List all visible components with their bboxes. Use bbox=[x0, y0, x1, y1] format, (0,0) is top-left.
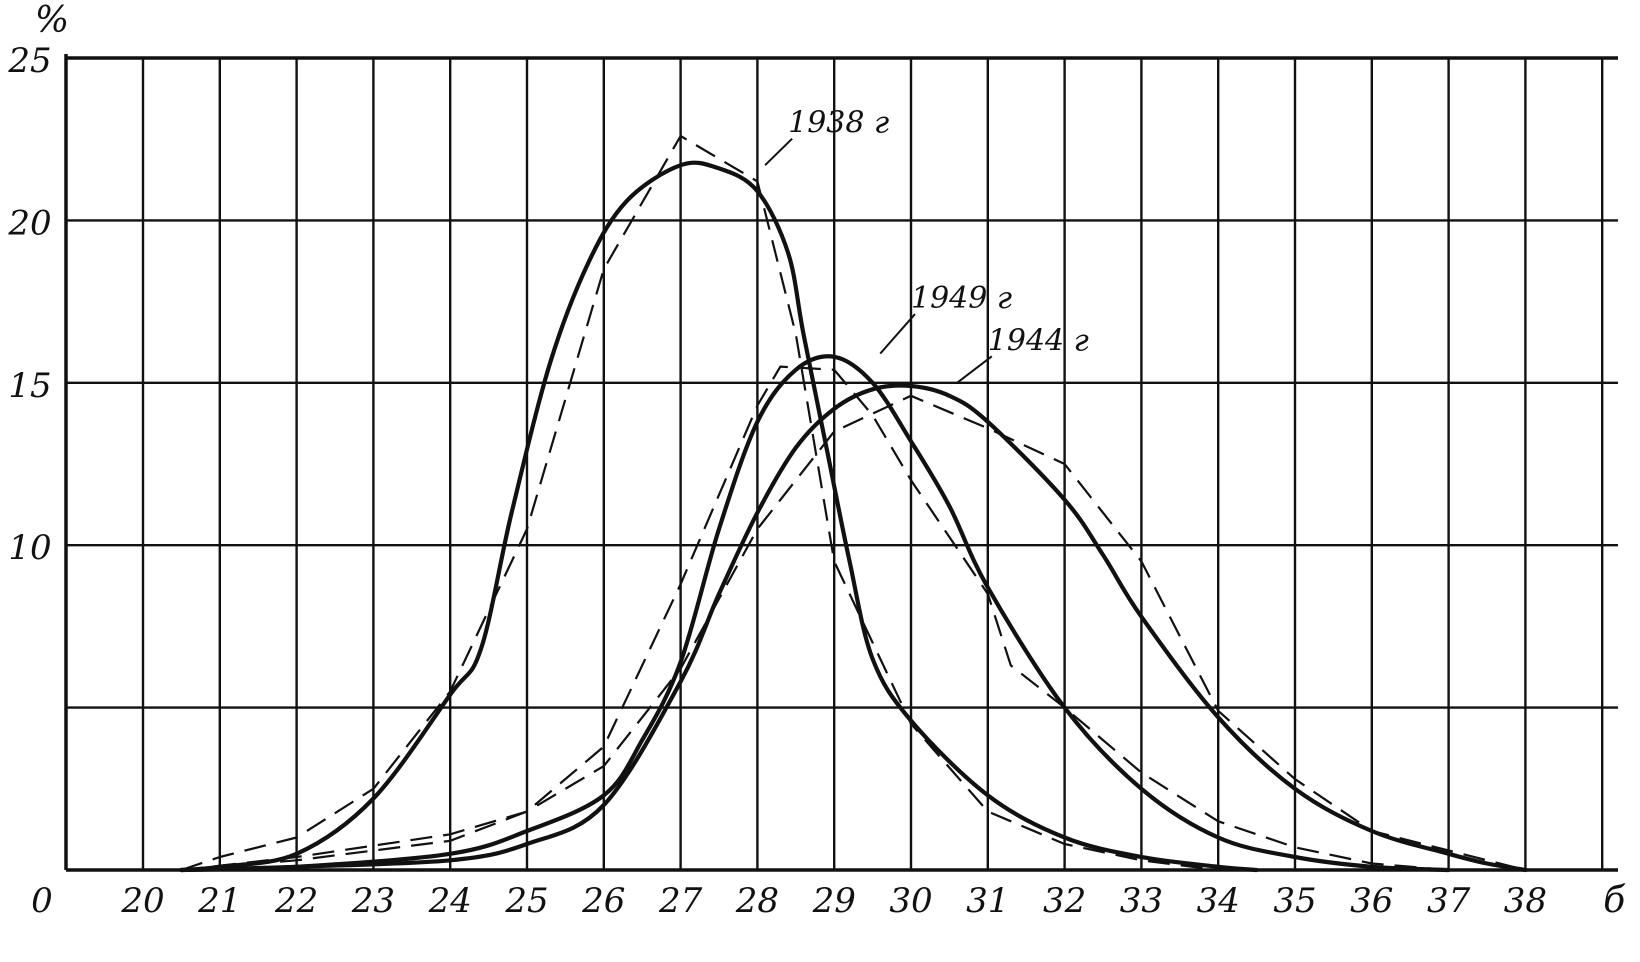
y-tick-label: 20 bbox=[7, 203, 51, 243]
x-tick-label: 27 bbox=[658, 881, 703, 921]
x-unit-label: б bbox=[1603, 880, 1626, 921]
series-1938-empirical-line bbox=[181, 134, 1219, 872]
x-tick-label: 23 bbox=[351, 881, 395, 921]
x-tick-label: 33 bbox=[1120, 881, 1163, 921]
axes bbox=[64, 54, 1618, 872]
x-tick-label: 24 bbox=[428, 881, 472, 921]
series-1938-smoothed-line bbox=[179, 160, 1259, 873]
series-1949-smoothed-line bbox=[179, 354, 1451, 873]
series-1938-leader bbox=[764, 137, 793, 166]
x-tick-label: 38 bbox=[1504, 881, 1547, 921]
x-tick-label: 30 bbox=[889, 881, 932, 921]
series-1938-label: 1938 г bbox=[788, 106, 889, 141]
series-1949-leader bbox=[879, 313, 916, 355]
y-tick-label: 10 bbox=[8, 528, 51, 568]
gridlines bbox=[66, 56, 1618, 870]
x-tick-label: 25 bbox=[504, 881, 548, 921]
x-tick-label: 21 bbox=[197, 881, 241, 921]
x-tick-label: 26 bbox=[581, 881, 625, 921]
x-tick-label: 28 bbox=[735, 881, 779, 921]
x-tick-label: 29 bbox=[812, 881, 856, 921]
x-tick-label: 37 bbox=[1427, 881, 1471, 921]
series-1944-label: 1944 г bbox=[988, 323, 1089, 358]
series-1944-empirical-line bbox=[181, 394, 1526, 872]
y-unit-label: % bbox=[35, 0, 69, 41]
origin-label: 0 bbox=[31, 881, 53, 921]
x-tick-label: 20 bbox=[120, 881, 164, 921]
x-tick-label: 35 bbox=[1273, 881, 1316, 921]
tick-labels: 1938 г 1949 г 1944 г 20 21 22 23 24 25 26 27 28 29 30… bbox=[7, 0, 1626, 921]
x-tick-label: 36 bbox=[1350, 881, 1393, 921]
y-tick-label: 15 bbox=[8, 366, 51, 406]
x-tick-label: 22 bbox=[274, 881, 318, 921]
x-tick-label: 34 bbox=[1197, 881, 1240, 921]
curves bbox=[179, 134, 1528, 873]
x-tick-label: 32 bbox=[1043, 881, 1086, 921]
series-1944-leader bbox=[956, 355, 993, 384]
x-tick-label: 31 bbox=[966, 881, 1009, 921]
series-1949-empirical-line bbox=[181, 365, 1449, 872]
y-tick-label: 25 bbox=[7, 41, 51, 81]
series-1949-label: 1949 г bbox=[911, 281, 1012, 316]
series-1944-smoothed-line bbox=[179, 383, 1528, 873]
